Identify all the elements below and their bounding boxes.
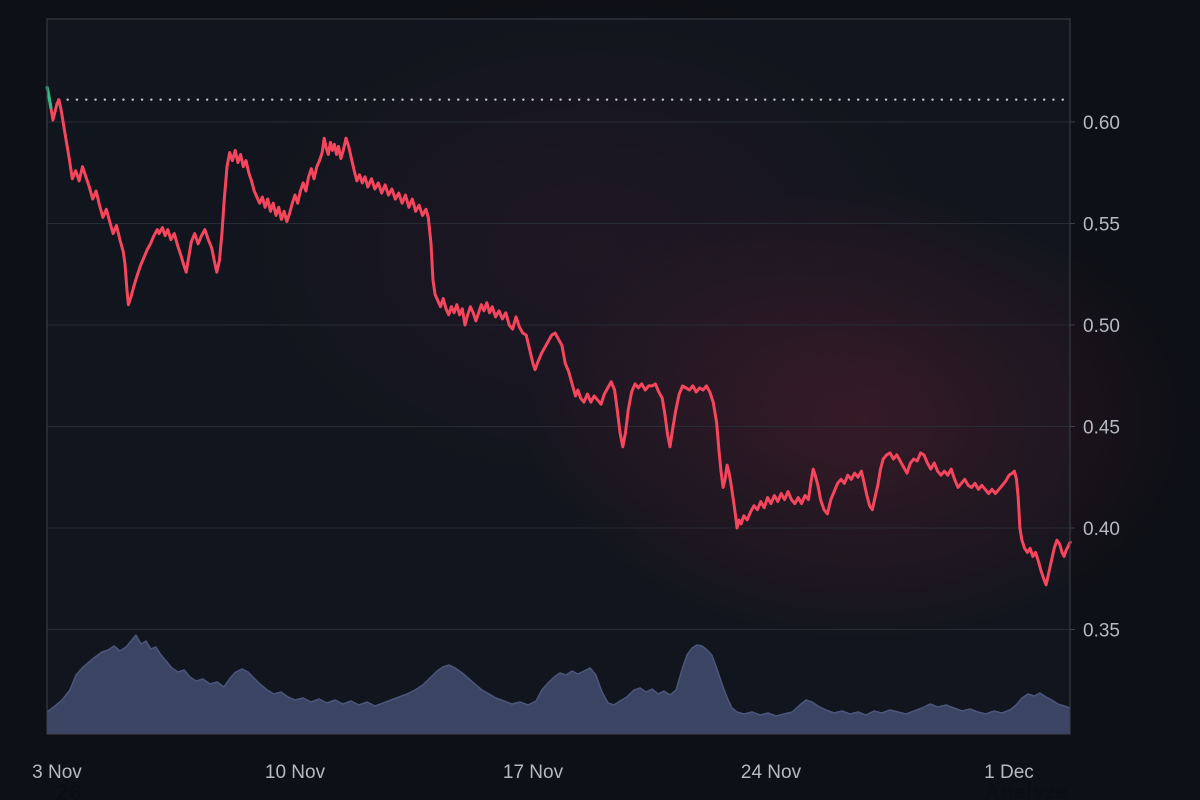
x-axis-label: 3 Nov bbox=[32, 762, 82, 783]
y-axis-label: 0.55 bbox=[1083, 215, 1120, 236]
date-cell-partial: 26 bbox=[56, 780, 83, 800]
price-line bbox=[45, 86, 1072, 587]
volume-area bbox=[47, 635, 1071, 734]
y-axis-label: 0.45 bbox=[1083, 418, 1120, 439]
plot-border bbox=[46, 18, 1071, 735]
x-axis-label: 10 Nov bbox=[265, 762, 326, 783]
volume-area-edge bbox=[46, 634, 1071, 717]
y-axis-label: 0.35 bbox=[1083, 621, 1120, 642]
price-line-start-segment bbox=[45, 86, 53, 110]
x-axis-label: 1 Dec bbox=[984, 762, 1034, 783]
plot-area bbox=[47, 19, 1070, 734]
y-axis-label: 0.40 bbox=[1083, 519, 1120, 540]
x-axis-label: 24 Nov bbox=[741, 762, 802, 783]
analyze-button-partial[interactable]: Analyze bbox=[985, 781, 1068, 800]
x-axis-label: 17 Nov bbox=[503, 762, 564, 783]
y-axis-label: 0.60 bbox=[1083, 113, 1120, 134]
y-axis-label: 0.50 bbox=[1083, 316, 1120, 337]
